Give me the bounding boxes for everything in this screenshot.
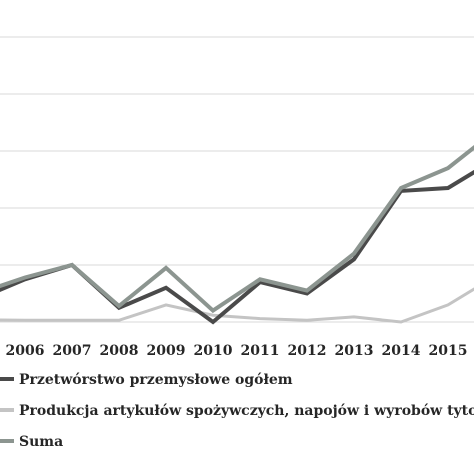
series-1-point-6 <box>259 318 261 320</box>
series-lines <box>0 145 474 325</box>
legend: Przetwórstwo przemysłowe ogółem Produkcja… <box>0 372 474 450</box>
series-2-point-1 <box>24 277 26 279</box>
series-2-point-9 <box>400 187 402 189</box>
x-tick-label-2012: 2012 <box>288 343 327 359</box>
series-line-1 <box>0 287 474 324</box>
x-tick-label-2007: 2007 <box>53 343 92 359</box>
series-2-point-5 <box>212 310 214 312</box>
series-0-point-10 <box>447 187 449 189</box>
series-1-point-8 <box>353 316 355 318</box>
series-1-point-7 <box>306 319 308 321</box>
x-axis-ticks: 2006 2007 2008 2009 2010 2011 2012 2013 2014 2015 <box>6 343 468 359</box>
series-0-point-7 <box>306 293 308 294</box>
legend-label-0: Przetwórstwo przemysłowe ogółem <box>19 372 293 388</box>
series-1-point-5 <box>212 314 214 316</box>
x-tick-label-2006: 2006 <box>6 343 45 359</box>
series-1-point-4 <box>165 304 167 306</box>
x-tick-label-2011: 2011 <box>241 343 280 359</box>
series-2-point-3 <box>118 305 120 307</box>
gridlines <box>0 36 474 323</box>
x-tick-label-2009: 2009 <box>147 343 186 359</box>
series-0-point-4 <box>165 287 167 289</box>
series-2-point-4 <box>165 267 167 269</box>
legend-label-2: Suma <box>19 434 63 450</box>
x-tick-label-2008: 2008 <box>100 343 139 359</box>
series-1-point-10 <box>447 304 449 306</box>
series-line-2 <box>0 145 474 314</box>
x-tick-label-2010: 2010 <box>194 343 233 359</box>
series-0-point-5 <box>212 321 214 323</box>
series-1-point-1 <box>24 319 26 321</box>
series-1-point-3 <box>118 319 120 321</box>
series-2-point-10 <box>447 167 449 169</box>
series-2-point-8 <box>353 253 355 255</box>
series-2-point-2 <box>71 264 73 266</box>
series-line-0 <box>0 169 474 325</box>
series-0-point-8 <box>353 258 355 260</box>
x-tick-label-2015: 2015 <box>429 343 468 359</box>
series-1-point-9 <box>400 321 402 323</box>
series-1-point-2 <box>71 319 73 321</box>
series-2-point-7 <box>306 290 308 292</box>
x-tick-label-2014: 2014 <box>382 343 421 359</box>
legend-label-1: Produkcja artykułów spożywczych, napojów… <box>19 403 474 419</box>
series-2-point-6 <box>259 278 261 280</box>
x-tick-label-2013: 2013 <box>335 343 374 359</box>
